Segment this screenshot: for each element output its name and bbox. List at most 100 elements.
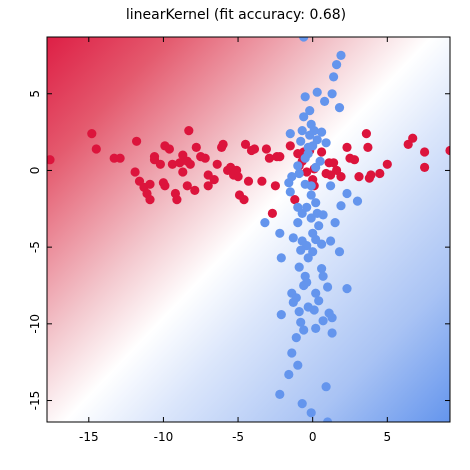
blue-point (306, 190, 316, 200)
blue-point (308, 141, 318, 151)
red-point (264, 153, 274, 163)
blue-point (336, 201, 346, 211)
red-point (261, 144, 271, 154)
blue-point (291, 333, 301, 343)
blue-point (303, 253, 313, 263)
red-point (87, 129, 97, 139)
red-point (363, 142, 373, 152)
red-point (145, 195, 155, 205)
blue-point (306, 213, 316, 223)
x-tick-label: 5 (383, 430, 391, 444)
red-point (275, 152, 285, 162)
red-point (91, 144, 101, 154)
red-point (361, 129, 371, 139)
blue-point (293, 161, 303, 171)
blue-point (334, 103, 345, 113)
red-point (342, 142, 352, 152)
red-point (130, 167, 140, 177)
blue-point (317, 127, 327, 137)
blue-point (275, 389, 285, 399)
blue-point (296, 245, 306, 255)
blue-point (276, 310, 286, 320)
red-point (149, 152, 160, 162)
plot-background (47, 37, 450, 422)
red-point (145, 179, 155, 189)
blue-point (300, 153, 310, 163)
blue-point (294, 307, 304, 317)
red-point (336, 172, 346, 182)
blue-point (312, 87, 322, 97)
blue-point (323, 417, 333, 422)
blue-point (287, 348, 297, 358)
red-point (243, 176, 254, 186)
blue-point (306, 181, 316, 191)
plot-frame (46, 36, 451, 423)
blue-point (293, 218, 303, 228)
blue-point (305, 106, 315, 116)
red-point (178, 167, 188, 177)
blue-point (332, 60, 342, 70)
red-point (191, 142, 201, 152)
red-point (420, 147, 430, 157)
blue-point (296, 317, 306, 327)
blue-point (299, 37, 309, 42)
blue-point (314, 296, 324, 306)
red-point (209, 175, 219, 185)
red-point (354, 172, 364, 182)
blue-point (299, 112, 309, 122)
blue-point (342, 284, 352, 294)
x-tick-label: -10 (154, 430, 174, 444)
blue-point (260, 218, 270, 228)
red-point (115, 153, 125, 163)
red-point (239, 195, 249, 205)
blue-point (297, 399, 307, 409)
x-tick-label: -5 (232, 430, 244, 444)
blue-point (284, 369, 294, 380)
blue-point (327, 89, 337, 99)
blue-point (300, 92, 310, 102)
blue-point (320, 96, 330, 106)
blue-point (336, 50, 346, 61)
x-axis: -15 -10 -5 0 5 (79, 37, 391, 444)
blue-point (321, 138, 331, 148)
red-point (375, 168, 385, 179)
blue-point (318, 316, 328, 326)
red-point (218, 139, 228, 149)
red-point (182, 181, 192, 191)
red-point (302, 167, 312, 177)
red-point (184, 126, 194, 136)
red-point (290, 195, 300, 205)
blue-point (311, 162, 321, 172)
blue-point (294, 168, 304, 179)
blue-point (285, 129, 295, 139)
red-point (257, 176, 267, 186)
y-tick-label: 5 (28, 90, 42, 98)
blue-point (297, 208, 307, 218)
y-tick-label: 0 (28, 167, 42, 175)
blue-point (275, 228, 285, 238)
blue-point (317, 239, 327, 249)
blue-point (318, 210, 328, 220)
blue-point (330, 218, 340, 228)
blue-point (342, 188, 352, 199)
blue-point (288, 233, 298, 243)
blue-point (285, 187, 295, 197)
blue-point (305, 130, 315, 140)
blue-point (294, 262, 304, 272)
blue-point (334, 247, 345, 257)
red-point (200, 153, 210, 163)
red-point (212, 159, 222, 169)
blue-point (287, 172, 297, 182)
red-point (349, 155, 360, 165)
blue-point (276, 253, 286, 263)
red-point (172, 195, 182, 205)
red-point (175, 158, 185, 168)
blue-point (317, 264, 327, 274)
red-point (233, 172, 243, 182)
red-point (185, 159, 195, 169)
blue-point (299, 325, 309, 335)
red-point (285, 141, 295, 151)
red-class-points (47, 126, 450, 218)
blue-point (321, 382, 331, 392)
